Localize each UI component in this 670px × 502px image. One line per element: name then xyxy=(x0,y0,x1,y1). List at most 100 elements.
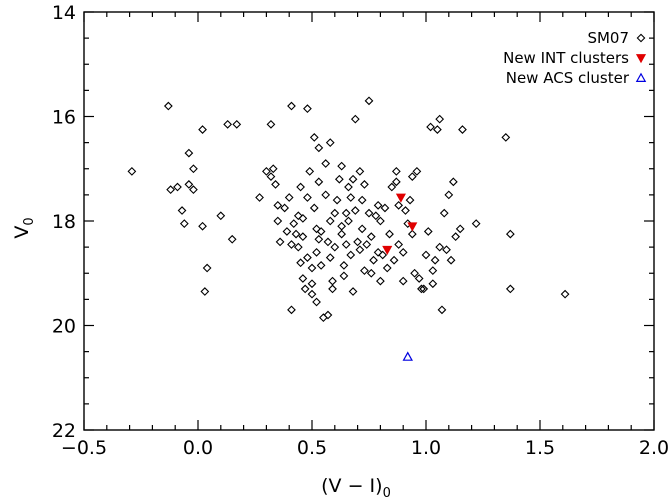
sm07-point xyxy=(198,125,207,134)
sm07-point xyxy=(366,232,376,242)
x-tick-label: 1.5 xyxy=(525,437,555,459)
sm07-point xyxy=(198,221,207,231)
sm07-point xyxy=(273,200,283,210)
legend-marker xyxy=(635,54,647,64)
sm07-point xyxy=(350,206,360,215)
sm07-point xyxy=(314,234,324,244)
sm07-point xyxy=(163,101,173,111)
sm07-point xyxy=(560,289,570,299)
sm07-point xyxy=(382,263,392,273)
sm07-point xyxy=(339,261,349,270)
sm07-point xyxy=(287,240,296,249)
sm07-point xyxy=(255,193,264,202)
sm07-point xyxy=(444,190,454,200)
sm07-point xyxy=(471,219,481,228)
sm07-point xyxy=(300,284,310,294)
sm07-point xyxy=(316,261,326,270)
int-cluster-point xyxy=(382,245,393,255)
sm07-point xyxy=(309,203,319,213)
sm07-point xyxy=(394,240,404,249)
sm07-point xyxy=(357,224,367,234)
sm07-point xyxy=(364,96,374,106)
sm07-point xyxy=(293,242,303,252)
legend-marker xyxy=(636,33,646,43)
sm07-point xyxy=(433,125,442,134)
sm07-point xyxy=(426,122,435,132)
sm07-point xyxy=(357,195,367,205)
sm07-point xyxy=(346,193,356,202)
sm07-point xyxy=(287,305,296,315)
sm07-point xyxy=(376,216,385,226)
sm07-point xyxy=(407,229,417,239)
sm07-point xyxy=(179,219,189,228)
int-cluster-point xyxy=(407,222,418,232)
sm07-point xyxy=(369,255,378,265)
sm07-point xyxy=(173,182,182,192)
sm07-point xyxy=(323,310,333,320)
x-tick-label: 1.0 xyxy=(411,437,441,459)
y-tick-label: 20 xyxy=(52,316,76,338)
sm07-point xyxy=(417,284,426,294)
sm07-point xyxy=(437,305,447,315)
y-tick-label: 18 xyxy=(52,211,76,233)
sm07-point xyxy=(344,182,353,192)
sm07-point xyxy=(177,206,187,215)
sm07-point xyxy=(275,237,285,247)
sm07-point xyxy=(346,250,356,260)
sm07-point xyxy=(501,133,511,142)
sm07-point xyxy=(184,180,194,189)
sm07-point xyxy=(291,229,301,239)
sm07-point xyxy=(451,232,461,242)
sm07-point xyxy=(266,172,276,181)
legend-label: New ACS cluster xyxy=(506,69,630,87)
sm07-point xyxy=(362,240,372,249)
sm07-point xyxy=(307,263,317,273)
sm07-point xyxy=(337,229,347,239)
sm07-point xyxy=(189,185,198,195)
sm07-point xyxy=(312,297,321,307)
sm07-point xyxy=(378,250,388,260)
sm07-point xyxy=(314,143,324,153)
sm07-point xyxy=(391,166,401,176)
sm07-point xyxy=(414,274,424,283)
sm07-point xyxy=(271,180,280,189)
sm07-point xyxy=(307,279,317,289)
sm07-point xyxy=(325,253,335,262)
sm07-point xyxy=(296,258,305,268)
sm07-point xyxy=(296,182,305,192)
sm07-point xyxy=(360,266,369,276)
sm07-point xyxy=(266,119,276,129)
x-axis-ticks xyxy=(83,12,655,430)
sm07-point xyxy=(439,208,449,218)
y-axis-label: V0 xyxy=(11,217,37,238)
sm07-point xyxy=(348,174,358,184)
sm07-point xyxy=(435,242,445,252)
sm07-point xyxy=(353,237,362,247)
x-tick-label: 0.0 xyxy=(183,437,213,459)
sm07-point xyxy=(321,159,331,168)
sm07-point xyxy=(298,274,308,283)
x-axis-tick-labels: −0.5 0.0 0.5 1.0 1.5 2.0 xyxy=(61,437,669,459)
sm07-point xyxy=(385,229,394,239)
sm07-point xyxy=(298,214,308,223)
sm07-point xyxy=(371,211,381,221)
sm07-point xyxy=(323,237,333,247)
sm07-point xyxy=(319,313,328,323)
sm07-point xyxy=(202,263,212,273)
sm07-point xyxy=(341,240,351,249)
sm07-point xyxy=(303,193,312,202)
sm07-point xyxy=(284,193,294,202)
legend-label: New INT clusters xyxy=(503,49,629,67)
sm07-point xyxy=(325,216,335,226)
sm07-point xyxy=(227,234,237,244)
sm07-point xyxy=(305,166,315,176)
sm07-point xyxy=(303,253,312,262)
sm07-point xyxy=(389,255,399,265)
y-tick-label: 22 xyxy=(52,420,76,442)
sm07-point xyxy=(312,224,321,234)
sm07-point xyxy=(268,164,278,174)
legend-marker xyxy=(635,72,647,82)
sm07-point xyxy=(200,287,210,296)
sm07-point xyxy=(448,177,458,187)
